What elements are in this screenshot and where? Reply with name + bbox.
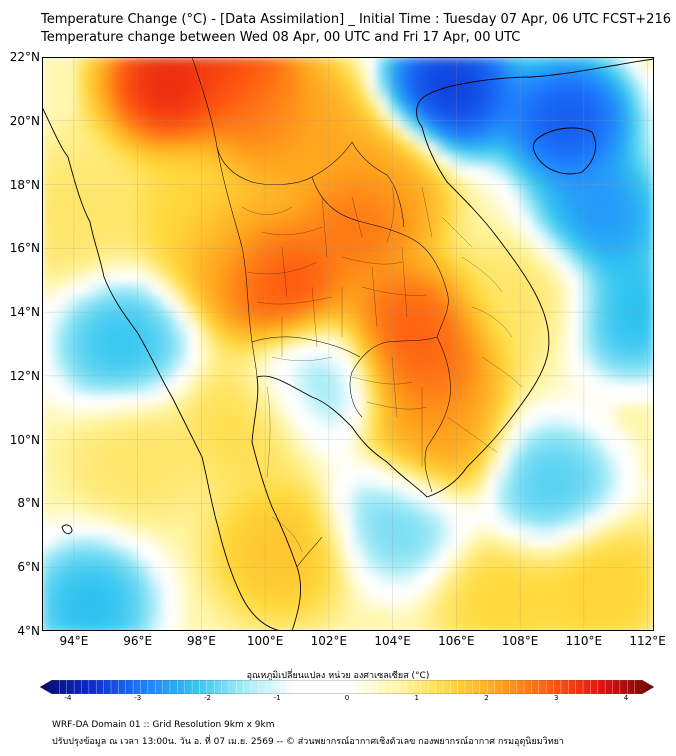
lat-label: 16°N <box>9 241 40 256</box>
lon-label: 112°E <box>629 634 666 648</box>
malay-east-coastline <box>251 58 654 631</box>
lon-label: 96°E <box>123 634 153 648</box>
coastlines <box>42 58 654 631</box>
lat-label: 12°N <box>9 368 40 383</box>
lon-label: 98°E <box>186 634 216 648</box>
colorbar-tick: -3 <box>134 694 142 702</box>
lon-label: 104°E <box>374 634 411 648</box>
colorbar-tick: -1 <box>273 694 281 702</box>
lon-label: 106°E <box>438 634 475 648</box>
footer-credit: ปรับปรุงข้อมูล ณ เวลา 13:00น. วัน อ. ที่… <box>52 737 564 747</box>
hainan-coastline <box>532 127 596 175</box>
colorbar-tick: -4 <box>64 694 72 702</box>
map-subtitle: Temperature change between Wed 08 Apr, 0… <box>41 30 521 45</box>
lon-label: 100°E <box>246 634 284 648</box>
country-borders <box>191 57 451 568</box>
lat-label: 4°N <box>17 624 40 638</box>
temperature-field <box>42 57 654 631</box>
colorbar-tick: 2 <box>484 694 489 702</box>
map-panel[interactable] <box>42 57 654 631</box>
lon-label: 110°E <box>565 634 603 648</box>
temperature-change-map[interactable] <box>42 57 654 631</box>
lat-label: 10°N <box>9 432 40 447</box>
island-coastline <box>61 524 73 535</box>
colorbar-tick: 4 <box>623 694 629 702</box>
colorbar-tick: 1 <box>414 694 419 702</box>
colorbar-title: อุณหภูมิเปลี่ยนแปลง หน่วย องศาเซลเซียส (… <box>246 671 430 681</box>
lon-label: 108°E <box>501 634 539 648</box>
lat-label: 8°N <box>17 496 40 511</box>
colorbar <box>40 680 654 694</box>
graticule <box>42 57 654 631</box>
map-title: Temperature Change (°C) - [Data Assimila… <box>41 12 671 27</box>
colorbar-tick: -2 <box>204 694 211 702</box>
footer-model-info: WRF-DA Domain 01 :: Grid Resolution 9km … <box>52 720 275 730</box>
lon-label: 102°E <box>310 634 348 648</box>
colorbar-tick: 0 <box>344 694 350 702</box>
lat-label: 14°N <box>9 305 40 320</box>
lat-label: 20°N <box>9 113 40 128</box>
lat-label: 22°N <box>9 50 40 64</box>
lon-label: 94°E <box>59 634 89 648</box>
lat-label: 18°N <box>9 177 40 192</box>
colorbar-tick: 3 <box>554 694 559 702</box>
lat-label: 6°N <box>17 560 40 575</box>
map-frame <box>42 57 654 631</box>
mainland-coastline <box>42 106 283 631</box>
